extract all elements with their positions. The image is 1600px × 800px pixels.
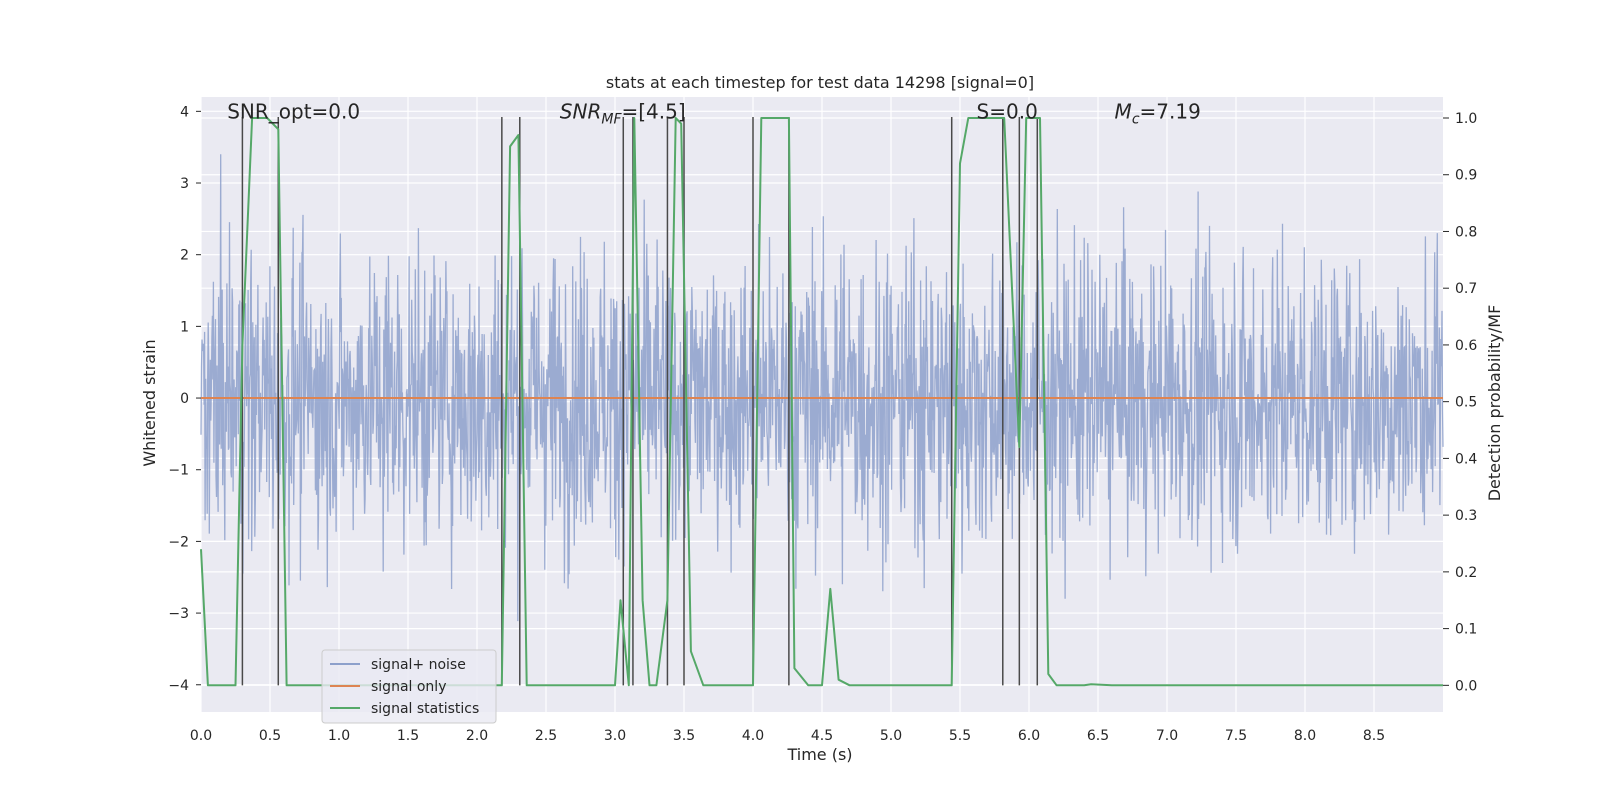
y-tick-label-left: −2 [168, 534, 189, 550]
x-tick-label: 8.5 [1363, 728, 1385, 744]
x-axis: 0.0 0.5 1.0 1.5 2.0 2.5 3.0 3.5 4.0 4.5 5.0 5.5 6.0 6… [190, 728, 1385, 744]
x-tick-label: 3.5 [673, 728, 695, 744]
y-tick-label-right: 0.3 [1455, 508, 1477, 524]
x-tick-label: 1.5 [397, 728, 419, 744]
x-tick-label: 6.0 [1018, 728, 1040, 744]
annotation-1: SNRMF=[4.5] [560, 100, 686, 128]
annotation-3: Mc=7.19 [1115, 100, 1201, 128]
x-axis-label: Time (s) [786, 745, 852, 764]
y-tick-label-right: 0.6 [1455, 338, 1477, 354]
x-tick-label: 0.0 [190, 728, 212, 744]
x-tick-label: 8.0 [1294, 728, 1316, 744]
x-tick-label: 5.5 [949, 728, 971, 744]
annotations: SNR_opt=0.0 SNRMF=[4.5] S=0.0 Mc=7.19 [227, 100, 1201, 128]
y-tick-label-left: −4 [168, 678, 189, 694]
x-tick-label: 4.5 [811, 728, 833, 744]
x-tick-label: 0.5 [259, 728, 281, 744]
y-tick-label-left: 1 [180, 319, 189, 335]
annotation-2: S=0.0 [977, 100, 1038, 124]
y-tick-label-right: 1.0 [1455, 111, 1477, 127]
y-tick-label-right: 0.4 [1455, 451, 1477, 467]
y-axis-right-label: Detection probability/MF [1485, 305, 1504, 502]
y-tick-label-left: 4 [180, 104, 189, 120]
annotation-0: SNR_opt=0.0 [227, 100, 360, 124]
x-tick-label: 6.5 [1087, 728, 1109, 744]
y-tick-label-left: 0 [180, 391, 189, 407]
x-tick-label: 7.5 [1225, 728, 1247, 744]
y-tick-label-left: −1 [168, 463, 189, 479]
x-tick-label: 3.0 [604, 728, 626, 744]
x-tick-label: 2.0 [466, 728, 488, 744]
y-tick-label-right: 0.1 [1455, 622, 1477, 638]
legend-label-signal-only: signal only [371, 679, 446, 695]
y-tick-label-left: 3 [180, 176, 189, 192]
x-tick-label: 7.0 [1156, 728, 1178, 744]
x-tick-label: 5.0 [880, 728, 902, 744]
y-tick-label-left: −3 [168, 606, 189, 622]
legend: signal+ noise signal only signal statist… [321, 649, 497, 724]
vertical-markers [241, 116, 1039, 686]
y-tick-label-left: 2 [180, 248, 189, 264]
x-tick-label: 4.0 [742, 728, 764, 744]
y-tick-label-right: 0.8 [1455, 224, 1477, 240]
y-axis-left: 4 3 2 1 0 −1 −2 −3 −4 [168, 104, 201, 694]
y-tick-label-right: 0.2 [1455, 565, 1477, 581]
y-tick-label-right: 0.0 [1455, 678, 1477, 694]
y-tick-label-right: 0.7 [1455, 281, 1477, 297]
chart-title: stats at each timestep for test data 142… [606, 73, 1034, 92]
x-tick-label: 1.0 [328, 728, 350, 744]
y-axis-left-label: Whitened strain [140, 339, 159, 466]
x-tick-label: 2.5 [535, 728, 557, 744]
y-tick-label-right: 0.5 [1455, 395, 1477, 411]
legend-label-signal-statistics: signal statistics [371, 701, 479, 717]
y-axis-right: 1.0 0.9 0.8 0.7 0.6 0.5 0.4 0.3 0.2 0.1 0.0 [1443, 111, 1477, 694]
legend-label-signal-noise: signal+ noise [371, 657, 466, 673]
y-tick-label-right: 0.9 [1455, 168, 1477, 184]
